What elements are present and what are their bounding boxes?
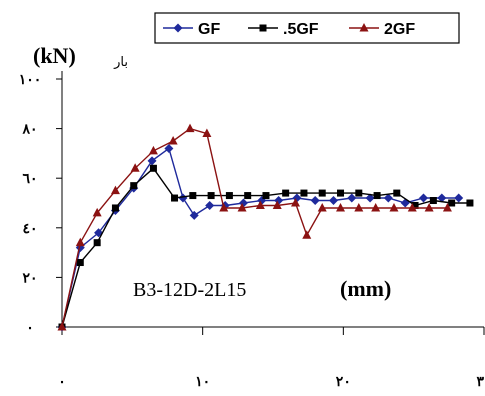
data-point-gf (189, 210, 199, 220)
data-point-gf (400, 198, 410, 208)
axes (56, 71, 485, 335)
y-tick-label: ٠ (26, 320, 34, 336)
data-point-2gf (168, 136, 178, 145)
data-point-2gf (202, 128, 212, 138)
data-point-2gf (442, 202, 452, 212)
legend-label-5gf: .5GF (283, 21, 319, 38)
legend-marker-gf (173, 23, 183, 33)
data-point-5gf (111, 204, 119, 212)
data-point-gf (347, 193, 357, 203)
data-point-5gf (171, 194, 179, 202)
data-point-gf (437, 193, 447, 203)
legend: GF .5GF 2GF (154, 12, 460, 44)
data-point-2gf (302, 230, 312, 239)
x-tick-label: ٣٠ (476, 374, 485, 390)
data-point-5gf (93, 239, 101, 247)
data-point-2gf (148, 145, 158, 155)
data-point-5gf (262, 192, 270, 200)
data-point-gf (365, 193, 375, 203)
data-point-5gf (373, 192, 381, 200)
data-point-5gf (207, 192, 215, 200)
legend-box (154, 12, 460, 44)
data-point-5gf (149, 164, 157, 172)
y-axis-label-word: بار (113, 55, 128, 70)
y-tick-label: ٤٠ (22, 221, 37, 237)
data-point-2gf (354, 202, 364, 212)
data-point-5gf (282, 189, 290, 197)
data-point-2gf (219, 202, 229, 212)
x-tick-label: ١٠ (195, 374, 210, 390)
data-point-5gf (448, 199, 456, 207)
data-point-gf (328, 196, 338, 206)
data-point-gf (419, 193, 429, 203)
data-point-gf (205, 200, 215, 210)
tick-labels: ٠ ٢٠ ٤٠ ٦٠ ٨٠ ١٠٠ ٠ ١٠ ٢٠ ٣٠ (19, 72, 485, 390)
data-point-2gf (75, 237, 85, 247)
data-point-gf (147, 156, 157, 166)
data-point-2gf (255, 200, 265, 209)
legend-marker-5gf (259, 24, 267, 32)
y-tick-label: ٢٠ (22, 270, 37, 286)
data-point-5gf (318, 189, 326, 197)
data-point-5gf (429, 197, 437, 205)
data-point-2gf (389, 202, 399, 212)
data-point-2gf (57, 322, 67, 331)
data-point-2gf (291, 198, 301, 207)
y-tick-label: ٨٠ (21, 122, 37, 138)
data-point-2gf (185, 123, 195, 133)
data-point-2gf (272, 200, 282, 209)
y-tick-label: ١٠٠ (19, 72, 42, 88)
data-point-5gf (393, 189, 401, 197)
data-point-5gf (466, 199, 474, 207)
data-point-2gf (424, 202, 434, 212)
data-point-5gf (300, 189, 308, 197)
x-tick-label: ٢٠ (336, 374, 351, 390)
series-gf (57, 143, 464, 332)
legend-marker-2gf (359, 23, 369, 32)
y-tick-label: ٦٠ (22, 171, 37, 187)
data-point-2gf (237, 202, 247, 212)
series-line-gf (61, 147, 459, 328)
data-point-2gf (407, 202, 417, 212)
data-point-gf (164, 143, 174, 153)
data-point-5gf (130, 182, 138, 190)
data-point-5gf (337, 189, 345, 197)
data-point-2gf (371, 202, 381, 212)
data-point-5gf (189, 192, 197, 200)
data-point-gf (178, 193, 188, 203)
data-point-2gf (336, 202, 346, 212)
y-axis-label-unit: (kN) (33, 43, 76, 68)
data-point-2gf (110, 185, 120, 195)
data-point-5gf (76, 259, 84, 267)
data-point-5gf (244, 192, 252, 200)
data-point-5gf (225, 192, 233, 200)
data-point-2gf (130, 163, 140, 172)
data-point-2gf (317, 202, 327, 212)
data-point-gf (310, 196, 320, 206)
legend-label-gf: GF (198, 21, 220, 38)
x-unit-annotation: (mm) (340, 276, 391, 301)
series-5gf (58, 164, 474, 331)
data-point-gf (383, 193, 393, 203)
data-point-5gf (355, 189, 363, 197)
data-point-gf (454, 193, 464, 203)
specimen-annotation: B3-12D-2L15 (133, 279, 246, 301)
data-point-2gf (92, 207, 102, 217)
x-tick-label: ٠ (58, 374, 66, 390)
series-2gf (57, 123, 452, 331)
legend-label-2gf: 2GF (384, 21, 415, 38)
data-point-5gf (411, 201, 419, 209)
series-layer (57, 123, 474, 332)
